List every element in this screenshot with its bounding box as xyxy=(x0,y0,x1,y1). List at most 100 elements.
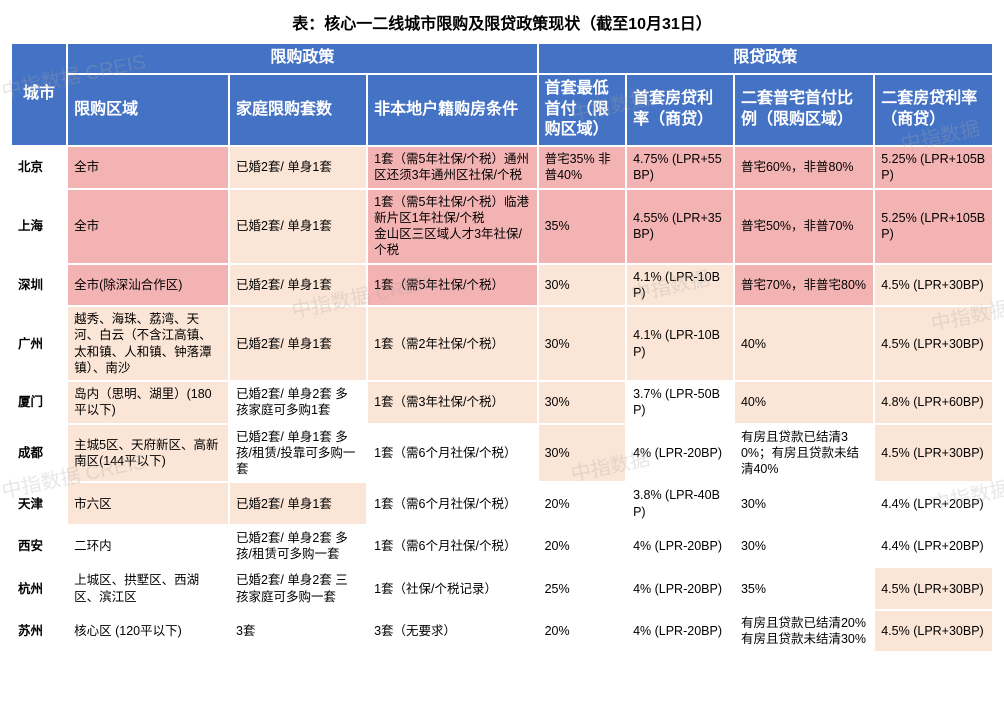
data-cell: 岛内（思明、湖里）(180平以下) xyxy=(67,381,229,424)
table-row: 杭州上城区、拱墅区、西湖区、滨江区已婚2套/ 单身2套 三孩家庭可多购一套1套（… xyxy=(11,567,993,610)
data-cell: 4.1% (LPR-10BP) xyxy=(626,306,734,381)
header-row-2: 限购区域 家庭限购套数 非本地户籍购房条件 首套最低首付（限购区域） 首套房贷利… xyxy=(11,74,993,146)
table-row: 西安二环内已婚2套/ 单身2套 多孩/租赁可多购一套1套（需6个月社保/个税）2… xyxy=(11,525,993,568)
table-title: 表：核心一二线城市限购及限贷政策现状（截至10月31日） xyxy=(10,10,994,34)
data-cell: 已婚2套/ 单身1套 xyxy=(229,306,367,381)
table-row: 深圳全市(除深汕合作区)已婚2套/ 单身1套1套（需5年社保/个税）30%4.1… xyxy=(11,264,993,307)
data-cell: 1套（需6个月社保/个税） xyxy=(367,424,538,483)
col-nonlocal: 非本地户籍购房条件 xyxy=(367,74,538,146)
data-cell: 20% xyxy=(538,482,626,525)
data-cell: 已婚2套/ 单身2套 多孩家庭可多购1套 xyxy=(229,381,367,424)
data-cell: 30% xyxy=(538,264,626,307)
data-cell: 4.55% (LPR+35BP) xyxy=(626,189,734,264)
data-cell: 25% xyxy=(538,567,626,610)
data-cell: 4% (LPR-20BP) xyxy=(626,610,734,653)
city-cell: 杭州 xyxy=(11,567,67,610)
city-cell: 成都 xyxy=(11,424,67,483)
data-cell: 普宅70%，非普宅80% xyxy=(734,264,874,307)
data-cell: 30% xyxy=(538,424,626,483)
data-cell: 30% xyxy=(734,525,874,568)
data-cell: 有房且贷款已结清30%；有房且贷款未结清40% xyxy=(734,424,874,483)
data-cell: 1套（需2年社保/个税） xyxy=(367,306,538,381)
data-cell: 1套（需5年社保/个税） xyxy=(367,264,538,307)
data-cell: 4.4% (LPR+20BP) xyxy=(874,482,993,525)
data-cell: 4.4% (LPR+20BP) xyxy=(874,525,993,568)
data-cell: 全市 xyxy=(67,189,229,264)
data-cell: 主城5区、天府新区、高新南区(144平以下) xyxy=(67,424,229,483)
data-cell: 30% xyxy=(538,381,626,424)
data-cell: 普宅60%，非普80% xyxy=(734,146,874,189)
data-cell: 4.5% (LPR+30BP) xyxy=(874,306,993,381)
table-row: 上海全市已婚2套/ 单身1套1套（需5年社保/个税）临港新片区1年社保/个税 金… xyxy=(11,189,993,264)
data-cell: 4% (LPR-20BP) xyxy=(626,567,734,610)
data-cell: 4.75% (LPR+55BP) xyxy=(626,146,734,189)
data-cell: 普宅50%，非普70% xyxy=(734,189,874,264)
data-cell: 1套（需6个月社保/个税） xyxy=(367,482,538,525)
data-cell: 3.7% (LPR-50BP) xyxy=(626,381,734,424)
data-cell: 4% (LPR-20BP) xyxy=(626,424,734,483)
data-cell: 30% xyxy=(538,306,626,381)
data-cell: 已婚2套/ 单身1套 xyxy=(229,264,367,307)
data-cell: 1套（需6个月社保/个税） xyxy=(367,525,538,568)
data-cell: 1套（需3年社保/个税） xyxy=(367,381,538,424)
data-cell: 30% xyxy=(734,482,874,525)
data-cell: 5.25% (LPR+105BP) xyxy=(874,189,993,264)
data-cell: 20% xyxy=(538,525,626,568)
col-second-rate: 二套房贷利率（商贷） xyxy=(874,74,993,146)
data-cell: 4.5% (LPR+30BP) xyxy=(874,424,993,483)
col-first-dp: 首套最低首付（限购区域） xyxy=(538,74,626,146)
data-cell: 二环内 xyxy=(67,525,229,568)
data-cell: 已婚2套/ 单身1套 xyxy=(229,482,367,525)
city-cell: 厦门 xyxy=(11,381,67,424)
city-cell: 西安 xyxy=(11,525,67,568)
col-second-dp: 二套普宅首付比例（限购区域） xyxy=(734,74,874,146)
table-row: 天津市六区已婚2套/ 单身1套1套（需6个月社保/个税）20%3.8% (LPR… xyxy=(11,482,993,525)
data-cell: 已婚2套/ 单身1套 xyxy=(229,189,367,264)
data-cell: 越秀、海珠、荔湾、天河、白云（不含江高镇、太和镇、人和镇、钟落潭镇）、南沙 xyxy=(67,306,229,381)
data-cell: 3套（无要求） xyxy=(367,610,538,653)
table-row: 厦门岛内（思明、湖里）(180平以下)已婚2套/ 单身2套 多孩家庭可多购1套1… xyxy=(11,381,993,424)
data-cell: 已婚2套/ 单身1套 多孩/租赁/投靠可多购一套 xyxy=(229,424,367,483)
data-cell: 1套（社保/个税记录） xyxy=(367,567,538,610)
col-city: 城市 xyxy=(11,43,67,146)
data-cell: 5.25% (LPR+105BP) xyxy=(874,146,993,189)
data-cell: 35% xyxy=(734,567,874,610)
table-wrapper: 表：核心一二线城市限购及限贷政策现状（截至10月31日） 城市 限购政策 限贷政… xyxy=(10,10,994,653)
city-cell: 广州 xyxy=(11,306,67,381)
data-cell: 40% xyxy=(734,381,874,424)
city-cell: 天津 xyxy=(11,482,67,525)
data-cell: 20% xyxy=(538,610,626,653)
city-cell: 北京 xyxy=(11,146,67,189)
data-cell: 4.8% (LPR+60BP) xyxy=(874,381,993,424)
header-row-1: 城市 限购政策 限贷政策 xyxy=(11,43,993,74)
table-row: 成都主城5区、天府新区、高新南区(144平以下)已婚2套/ 单身1套 多孩/租赁… xyxy=(11,424,993,483)
col-family: 家庭限购套数 xyxy=(229,74,367,146)
col-group-purchase: 限购政策 xyxy=(67,43,537,74)
data-cell: 4.1% (LPR-10BP) xyxy=(626,264,734,307)
policy-table: 城市 限购政策 限贷政策 限购区域 家庭限购套数 非本地户籍购房条件 首套最低首… xyxy=(10,42,994,653)
city-cell: 深圳 xyxy=(11,264,67,307)
data-cell: 40% xyxy=(734,306,874,381)
data-cell: 有房且贷款已结清20% 有房且贷款未结清30% xyxy=(734,610,874,653)
col-first-rate: 首套房贷利率（商贷） xyxy=(626,74,734,146)
data-cell: 4% (LPR-20BP) xyxy=(626,525,734,568)
data-cell: 3.8% (LPR-40BP) xyxy=(626,482,734,525)
city-cell: 上海 xyxy=(11,189,67,264)
data-cell: 已婚2套/ 单身1套 xyxy=(229,146,367,189)
table-row: 苏州核心区 (120平以下)3套3套（无要求）20%4% (LPR-20BP)有… xyxy=(11,610,993,653)
col-area: 限购区域 xyxy=(67,74,229,146)
data-cell: 4.5% (LPR+30BP) xyxy=(874,567,993,610)
data-cell: 35% xyxy=(538,189,626,264)
data-cell: 1套（需5年社保/个税）临港新片区1年社保/个税 金山区三区域人才3年社保/个税 xyxy=(367,189,538,264)
data-cell: 4.5% (LPR+30BP) xyxy=(874,264,993,307)
table-row: 北京全市已婚2套/ 单身1套1套（需5年社保/个税）通州区还须3年通州区社保/个… xyxy=(11,146,993,189)
data-cell: 已婚2套/ 单身2套 三孩家庭可多购一套 xyxy=(229,567,367,610)
data-cell: 普宅35% 非普40% xyxy=(538,146,626,189)
city-cell: 苏州 xyxy=(11,610,67,653)
data-cell: 市六区 xyxy=(67,482,229,525)
data-cell: 1套（需5年社保/个税）通州区还须3年通州区社保/个税 xyxy=(367,146,538,189)
col-group-loan: 限贷政策 xyxy=(538,43,993,74)
data-cell: 核心区 (120平以下) xyxy=(67,610,229,653)
data-cell: 已婚2套/ 单身2套 多孩/租赁可多购一套 xyxy=(229,525,367,568)
data-cell: 4.5% (LPR+30BP) xyxy=(874,610,993,653)
